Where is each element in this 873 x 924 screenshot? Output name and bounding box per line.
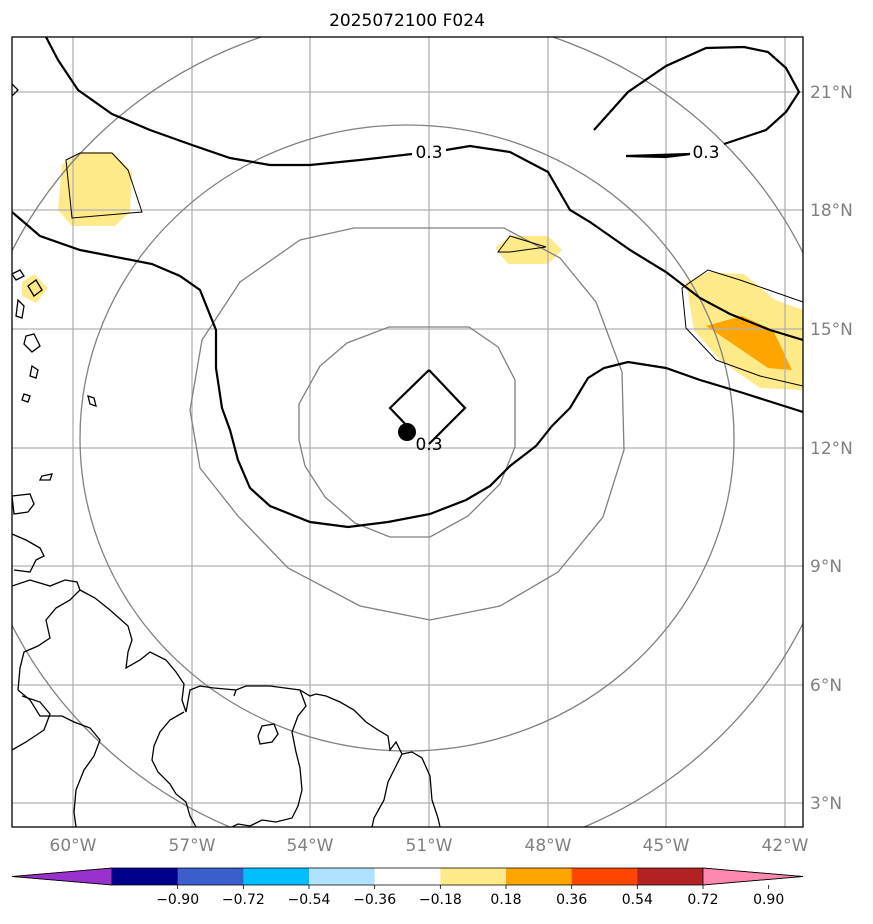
lat-tick-labels: 21°N 18°N 15°N 12°N 9°N 6°N 3°N (810, 83, 853, 814)
thin-contour-east (681, 269, 803, 387)
colorbar-bin (637, 868, 704, 885)
map-frame (11, 36, 804, 828)
map-area: 0.3 0.3 0.3 (12, 37, 803, 827)
range-ring-3 (79, 124, 735, 752)
coastline-south-america (12, 579, 101, 827)
colorbar-bin (571, 868, 638, 885)
colorbar-tick-label: 0.36 (556, 892, 587, 908)
contour-loop-ne (593, 45, 801, 159)
colorbar-tick-label: −0.72 (222, 892, 265, 908)
lat-tick-label: 18°N (810, 201, 853, 221)
range-ring-2 (189, 227, 625, 621)
thin-contours (65, 152, 803, 387)
colorbar-bin (112, 868, 179, 885)
lon-tick-label: 51°W (406, 836, 453, 856)
shaded-regions (22, 152, 803, 390)
colorbar-tick-label: 0.54 (622, 892, 653, 908)
shade-region-nw (58, 152, 132, 226)
storm-center-dot (398, 423, 416, 441)
lon-tick-label: 57°W (169, 836, 216, 856)
storm-marker-diamond (388, 369, 467, 445)
contour-line-southwest (12, 211, 803, 529)
colorbar-bin (309, 868, 376, 885)
colorbar-bin (440, 868, 507, 885)
contour-line-north (45, 37, 803, 342)
lat-tick-label: 15°N (810, 320, 853, 340)
colorbar-outline (11, 867, 804, 886)
colorbar-tick-label: −0.36 (353, 892, 396, 908)
colorbar-tick-label: 0.72 (687, 892, 718, 908)
map-title: 2025072100 F024 (329, 11, 485, 31)
colorbar-bin (374, 868, 441, 885)
colorbar-tick-label: 0.90 (753, 892, 784, 908)
gridlines (12, 37, 803, 827)
coastline-island-trinidad (12, 493, 35, 515)
coastline-islands (12, 269, 97, 573)
lon-tick-labels: 60°W 57°W 54°W 51°W 48°W 45°W 42°W (50, 836, 809, 856)
lon-tick-label: 45°W (643, 836, 690, 856)
lon-tick-label: 48°W (525, 836, 572, 856)
range-ring-1 (298, 326, 516, 538)
colorbar-bin (243, 868, 310, 885)
colorbar: −0.90 −0.72 −0.54 −0.36 −0.18 0.18 0.36 0.54 0.7… (11, 867, 804, 908)
lon-tick-label: 60°W (50, 836, 97, 856)
colorbar-tick-label: −0.54 (288, 892, 331, 908)
island-shape (257, 723, 279, 745)
lon-tick-label: 42°W (762, 836, 809, 856)
lat-tick-label: 12°N (810, 439, 853, 459)
small-island-cluster (27, 279, 43, 297)
range-rings (12, 37, 803, 827)
thin-contour-nw (65, 152, 143, 219)
bold-contours (12, 37, 803, 529)
colorbar-tick-label: −0.90 (156, 892, 199, 908)
lat-tick-label: 21°N (810, 83, 853, 103)
shade-region-north-central (495, 236, 562, 264)
lat-tick-label: 6°N (810, 676, 842, 696)
coastline-guyana (79, 589, 441, 827)
lon-tick-label: 54°W (287, 836, 334, 856)
coastline-interior (151, 689, 403, 827)
lat-tick-label: 9°N (810, 557, 842, 577)
contour-label-north: 0.3 (415, 143, 442, 163)
colorbar-tick-label: 0.18 (490, 892, 521, 908)
colorbar-tick-label: −0.18 (419, 892, 462, 908)
colorbar-bin (177, 868, 244, 885)
colorbar-extend-high (702, 867, 804, 886)
shade-region-west-islands (22, 274, 48, 303)
thin-contour-north (497, 235, 547, 253)
coastlines (12, 83, 441, 827)
lat-tick-label: 3°N (810, 794, 842, 814)
colorbar-extend-low (11, 867, 113, 886)
contour-label-center: 0.3 (415, 435, 442, 455)
small-island-nw (12, 83, 19, 97)
contour-label-northeast: 0.3 (692, 143, 719, 163)
colorbar-bin (506, 868, 573, 885)
